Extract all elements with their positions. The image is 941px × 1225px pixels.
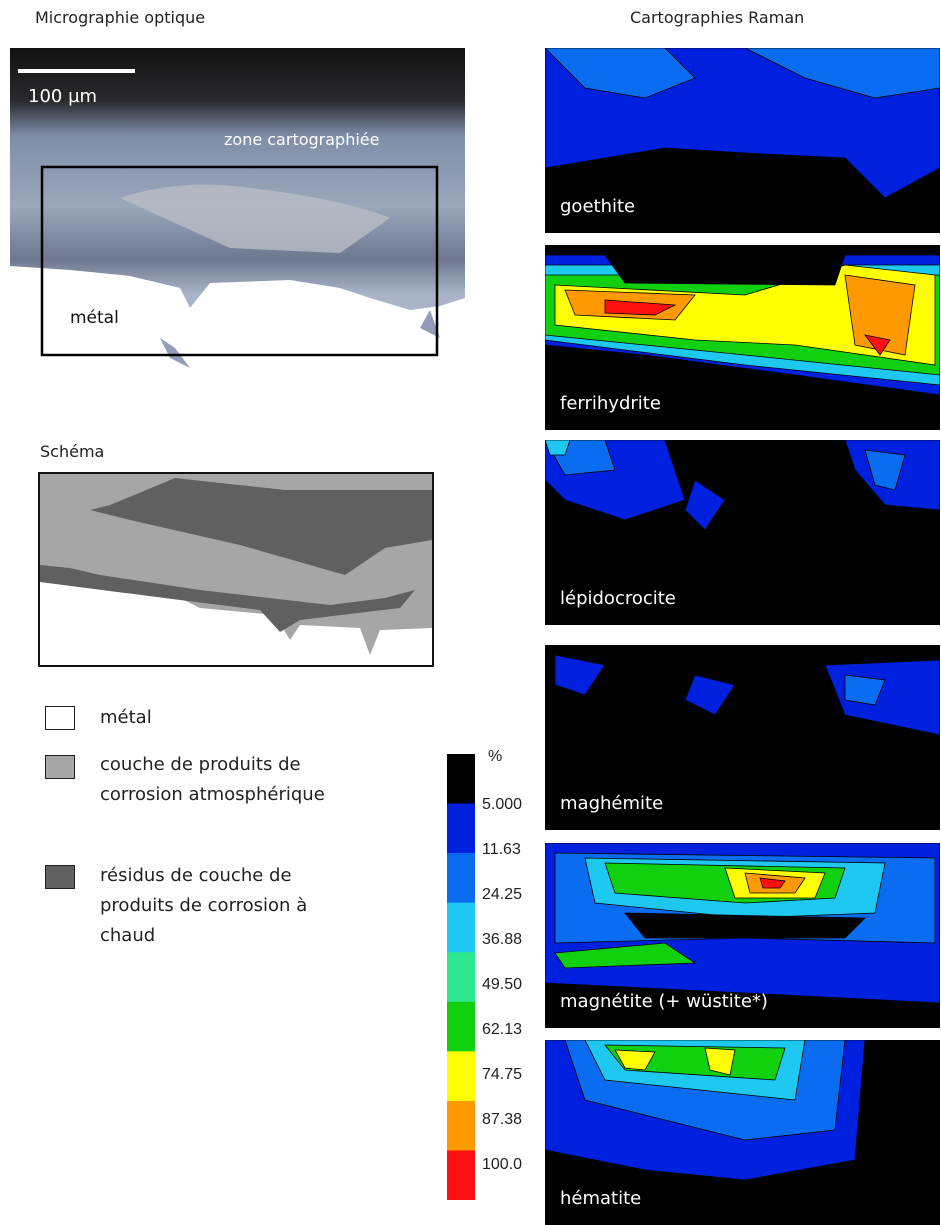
raman-map	[545, 48, 940, 233]
map-region	[545, 440, 571, 456]
colorbar-label: 100.0	[482, 1156, 523, 1173]
colorbar-segment	[447, 1051, 475, 1102]
map-region	[545, 440, 940, 531]
map-label: hématite	[560, 1188, 642, 1209]
schema	[38, 472, 434, 667]
colorbar-label: 36.88	[482, 931, 523, 948]
raman-map	[545, 440, 940, 625]
colorbar-label: 11.63	[482, 841, 521, 858]
map-region	[604, 254, 846, 286]
map-region	[554, 654, 940, 736]
colorbar-label: 74.75	[482, 1066, 523, 1083]
colorbar-segment	[447, 754, 475, 805]
raman-title: Cartographies Raman	[630, 8, 805, 27]
map-label: ferrihydrite	[560, 393, 661, 414]
colorbar-segment	[447, 803, 475, 854]
colorbar-segment	[447, 1150, 475, 1200]
optical-title: Micrographie optique	[35, 8, 206, 27]
map-region	[759, 877, 786, 889]
map-label: goethite	[560, 196, 636, 217]
map-region	[545, 440, 906, 491]
map-region	[545, 48, 940, 99]
colorbar	[447, 754, 475, 1200]
optical-micrograph	[10, 48, 465, 400]
colorbar-label: 62.13	[482, 1021, 523, 1038]
scale-bar-label: 100 µm	[28, 86, 98, 107]
map-region	[844, 674, 886, 706]
map-region	[604, 299, 891, 356]
raman-map	[545, 1040, 940, 1225]
legend-swatch	[45, 706, 75, 730]
map-region	[554, 264, 936, 366]
map-label: magnétite (+ wüstite*)	[560, 991, 768, 1012]
map-region	[614, 1047, 736, 1076]
colorbar-segment	[447, 1001, 475, 1052]
legend-label: couche de produits de corrosion atmosphé…	[100, 754, 325, 805]
colorbar-label: 24.25	[482, 886, 523, 903]
colorbar-segment	[447, 853, 475, 904]
map-region	[624, 912, 866, 939]
map-region	[564, 274, 916, 356]
colorbar-label: 87.38	[482, 1111, 523, 1128]
colorbar-segment	[447, 1100, 475, 1151]
metal-label: métal	[70, 308, 119, 328]
legend-label: métal	[100, 707, 152, 728]
colorbar-label: 5.000	[482, 796, 523, 813]
legend-swatch	[45, 865, 75, 889]
colorbar-label: 49.50	[482, 976, 523, 993]
raman-map	[545, 245, 940, 430]
colorbar-segment	[447, 902, 475, 953]
map-label: maghémite	[560, 793, 664, 814]
map-label: lépidocrocite	[560, 588, 676, 609]
legend-swatch	[45, 755, 75, 779]
raman-map	[545, 843, 940, 1028]
raman-map	[545, 645, 940, 830]
zone-label: zone cartographiée	[224, 130, 380, 149]
legend-label: résidus de couche de produits de corrosi…	[100, 865, 308, 946]
colorbar-segment	[447, 952, 475, 1003]
schema-title: Schéma	[40, 442, 105, 461]
colorbar-unit: %	[488, 748, 503, 765]
